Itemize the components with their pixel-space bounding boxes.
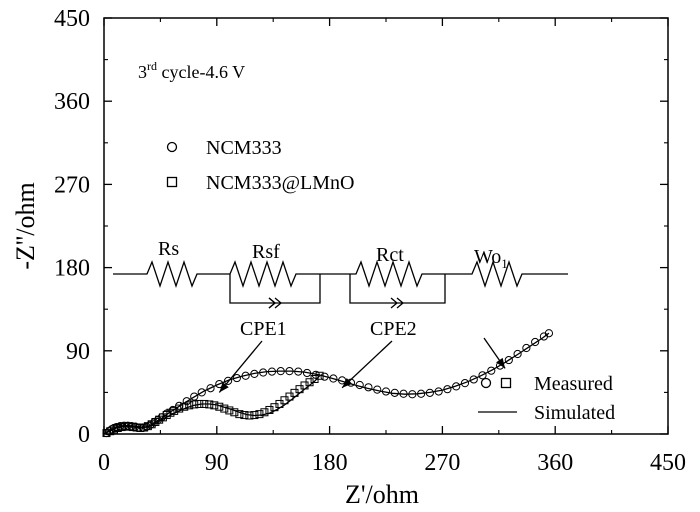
circuit-wo-element [445,259,568,289]
y-tick-label-2: 180 [54,256,90,282]
point-ncm333-58 [513,349,522,359]
point-ncm333-25 [223,376,233,385]
cpe2-label: CPE2 [370,318,417,340]
point-ncm333-53 [469,375,478,384]
point-ncm333-21 [190,392,199,401]
point-ncm333-52 [460,379,470,388]
axis-ticks [103,17,669,435]
point-ncm333-57 [504,355,513,365]
cpe2-arrow-shaft [341,340,393,389]
wo-arrow-head [496,357,506,369]
legend-marker-ncm333-lmno [166,176,178,188]
point-ncm333-54 [478,371,487,380]
x-tick-label-4: 360 [537,450,573,476]
legend-label-measured: Measured [534,373,613,395]
x-tick-label-2: 180 [312,450,348,476]
legend-label-ncm333: NCM333 [206,137,282,159]
legend-marker-ncm333 [166,141,178,153]
cpe1-label: CPE1 [240,318,287,340]
circuit-label-rs: Rs [158,238,179,260]
cpe1-arrow-head [219,382,229,393]
cpe1-arrow-shaft [218,340,263,393]
y-tick-label-4: 360 [54,89,90,115]
legend-marker-measured-square [500,377,512,389]
point-ncm333-24 [215,379,224,389]
legend-fit: Measured Simulated [478,373,615,424]
y-tick-label-0: 0 [78,422,90,448]
point-ncm333-lmno-31 [235,410,244,419]
plot-series [102,329,554,438]
point-ncm333-60 [531,337,540,347]
legend-marker-measured-circle [480,377,492,389]
x-tick-label-5: 450 [650,450,686,476]
equivalent-circuit [113,259,568,309]
point-ncm333-22 [197,388,206,397]
series-line-simulated-lmno [103,375,321,435]
point-ncm333-23 [206,384,215,393]
x-tick-label-3: 270 [424,450,460,476]
point-ncm333-55 [487,366,496,375]
point-ncm333-lmno-18 [170,406,179,415]
y-tick-labels: 0 90 180 270 360 450 [54,6,90,448]
legend-label-simulated: Simulated [534,402,615,424]
circuit-label-wo: Wo1 [474,246,508,271]
x-tick-label-1: 90 [205,450,229,476]
point-ncm333-59 [522,343,531,353]
point-ncm333-37 [329,374,338,383]
series-line-simulated [103,332,550,435]
point-ncm333-62 [544,329,554,338]
legend-series: NCM333 NCM333@LMnO [166,137,354,194]
y-tick-label-3: 270 [54,172,90,198]
cpe2-symbol-shape [390,297,405,309]
x-tick-label-0: 0 [98,450,110,476]
legend-label-ncm333-lmno: NCM333@LMnO [206,172,354,194]
circuit-label-rsf: Rsf [252,241,280,263]
x-axis-label: Z'/ohm [345,480,419,509]
circuit-wire-rs [113,259,225,289]
circuit-rsf-element [225,259,320,289]
point-ncm333-51 [452,382,461,391]
point-ncm333-56 [495,361,505,370]
point-ncm333-lmno-36 [260,408,269,417]
circuit-label-rct: Rct [376,244,404,266]
cycle-annotation: 3rd cycle-4.6 V [138,59,245,82]
circuit-rct-element [350,259,445,289]
x-tick-labels: 0 90 180 270 360 450 [98,450,686,476]
cpe1-symbol-shape [268,297,283,309]
y-axis-label: -Z''/ohm [11,182,40,269]
y-tick-label-5: 450 [54,6,90,32]
y-tick-label-1: 90 [66,339,90,365]
